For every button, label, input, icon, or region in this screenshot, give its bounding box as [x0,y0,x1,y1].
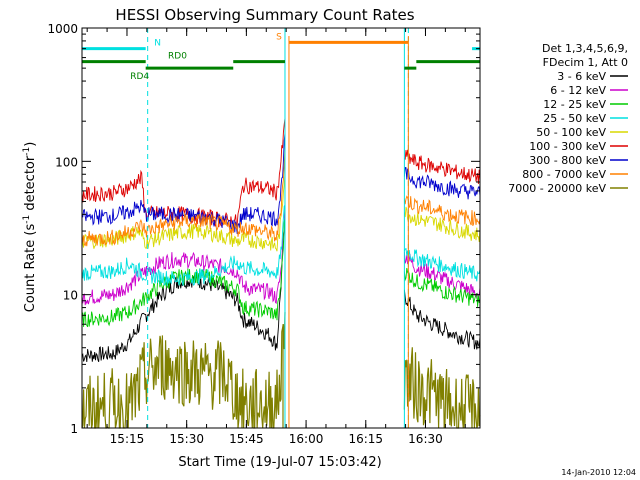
series-line-5-part-2 [403,206,481,242]
series-line-4-part-1 [81,204,286,286]
legend: Det 1,3,4,5,6,9,FDecim 1, Att 03 - 6 keV… [508,42,628,195]
x-tick-label-1: 15:15 [110,432,145,446]
series-line-3-part-2 [403,267,481,307]
state-bar-label-n: N [154,39,161,49]
legend-header-1: Det 1,3,4,5,6,9, [542,42,628,55]
x-tick-label-6: 16:30 [408,432,443,446]
x-tick-label-2: 15:30 [169,432,204,446]
plot-area: N S RD0 RD4 [81,28,481,429]
x-tick-label-5: 16:15 [348,432,383,446]
series-line-9-part-2 [403,347,481,429]
series-line-9-part-1 [81,312,286,429]
y-axis-label-sup1: -1 [22,215,32,224]
y-axis-label-part2: detector [23,155,38,215]
state-bar-label-s: S [276,32,282,42]
legend-label-9: 7000 - 20000 keV [508,182,606,195]
y-axis-label: Count Rate (s-1 detector-1) [22,142,38,313]
legend-label-8: 800 - 7000 keV [522,168,606,181]
series-line-6-part-2 [404,149,481,185]
x-axis-label: Start Time (19-Jul-07 15:03:42) [178,455,381,470]
series-line-6-part-1 [81,118,286,230]
state-bar-label-rd0: RD0 [168,52,187,62]
chart-title: HESSI Observing Summary Count Rates [115,6,414,24]
series-line-7-part-1 [81,133,286,234]
series-line-2-part-1 [81,202,286,306]
legend-label-6: 100 - 300 keV [529,140,606,153]
legend-label-4: 25 - 50 keV [543,112,606,125]
y-tick-label-1: 1 [70,422,78,436]
series-line-7-part-2 [403,166,481,200]
series-line-4-part-2 [403,247,481,282]
series-line-5-part-1 [81,174,286,252]
legend-label-7: 300 - 800 keV [529,154,606,167]
legend-header-2: FDecim 1, Att 0 [543,56,628,69]
footer-date: 14-Jan-2010 12:04 [561,468,636,477]
series-line-1-part-2 [403,289,481,350]
plot-frame [81,27,481,429]
x-tick-label-4: 16:00 [289,432,324,446]
legend-label-1: 3 - 6 keV [557,70,606,83]
legend-label-2: 6 - 12 keV [550,84,606,97]
axes: 15:15 15:30 15:45 16:00 16:15 16:30 1 10 100 1000 [47,22,481,446]
y-axis-label-sup2: -1 [22,147,32,156]
y-axis-label-part1: Count Rate (s [23,224,38,313]
y-axis-label-part3: ) [23,142,38,147]
series-line-2-part-2 [403,251,481,299]
series-line-8-part-2 [403,195,481,226]
x-tick-label-3: 15:45 [229,432,264,446]
legend-label-3: 12 - 25 keV [543,98,606,111]
y-tick-label-4: 1000 [47,22,78,36]
legend-label-5: 50 - 100 keV [536,126,606,139]
series-line-8-part-1 [81,147,286,247]
y-tick-label-3: 100 [55,155,78,169]
state-bar-label-rd4: RD4 [130,72,149,82]
y-tick-label-2: 10 [63,289,78,303]
